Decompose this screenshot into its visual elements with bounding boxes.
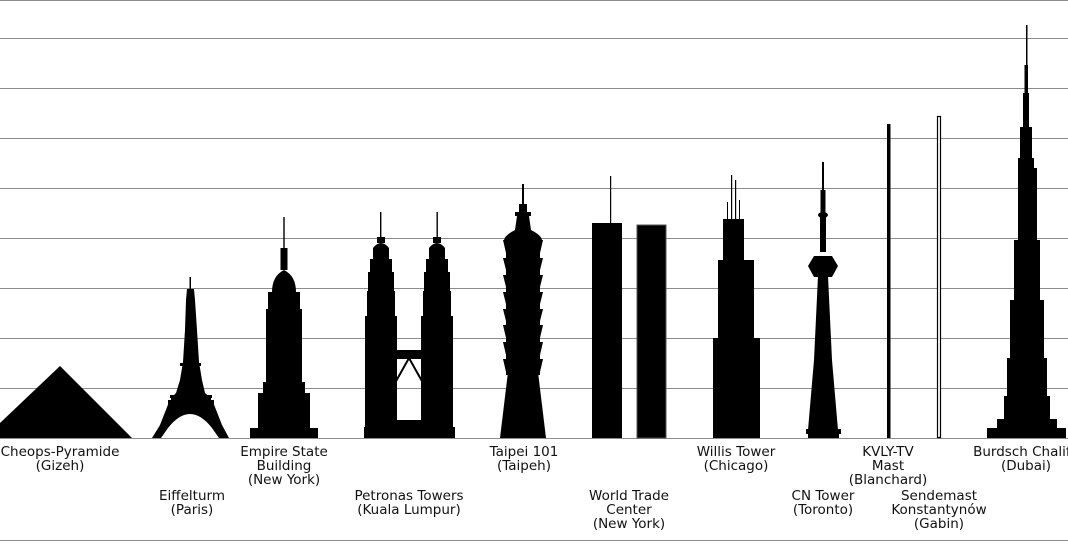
label-konstantynow-mast: Sendemast Konstantynów (Gabin) xyxy=(891,488,987,532)
label-burj-khalifa: Burdsch Chalifa (Dubai) xyxy=(973,444,1068,474)
label-petronas-towers: Petronas Towers (Kuala Lumpur) xyxy=(354,488,464,518)
label-empire-state: Empire State Building (New York) xyxy=(240,444,328,488)
empire-state-building-silhouette xyxy=(250,217,318,438)
label-taipei-101: Taipei 101 (Taipeh) xyxy=(489,444,559,474)
burj-khalifa-silhouette xyxy=(987,25,1066,438)
label-world-trade-center: World Trade Center (New York) xyxy=(589,488,669,532)
label-eiffel-tower: Eiffelturm (Paris) xyxy=(159,488,225,518)
eiffel-tower-silhouette xyxy=(152,277,229,438)
label-cn-tower: CN Tower (Toronto) xyxy=(791,488,855,518)
silhouettes xyxy=(0,25,1066,439)
world-trade-center-silhouette xyxy=(592,176,667,439)
petronas-towers-silhouette xyxy=(364,212,455,438)
willis-tower-silhouette xyxy=(713,175,760,438)
label-cheops-pyramid: Cheops-Pyramide (Gizeh) xyxy=(0,444,120,474)
cheops-pyramid-silhouette xyxy=(0,366,132,438)
label-kvly-tv-mast: KVLY-TV Mast (Blanchard) xyxy=(848,444,928,488)
kvly-tv-mast-silhouette xyxy=(887,124,891,438)
taipei-101-silhouette xyxy=(500,184,546,438)
konstantynow-radio-mast-silhouette xyxy=(936,115,942,439)
cn-tower-silhouette xyxy=(806,162,841,438)
label-willis-tower: Willis Tower (Chicago) xyxy=(696,444,776,474)
